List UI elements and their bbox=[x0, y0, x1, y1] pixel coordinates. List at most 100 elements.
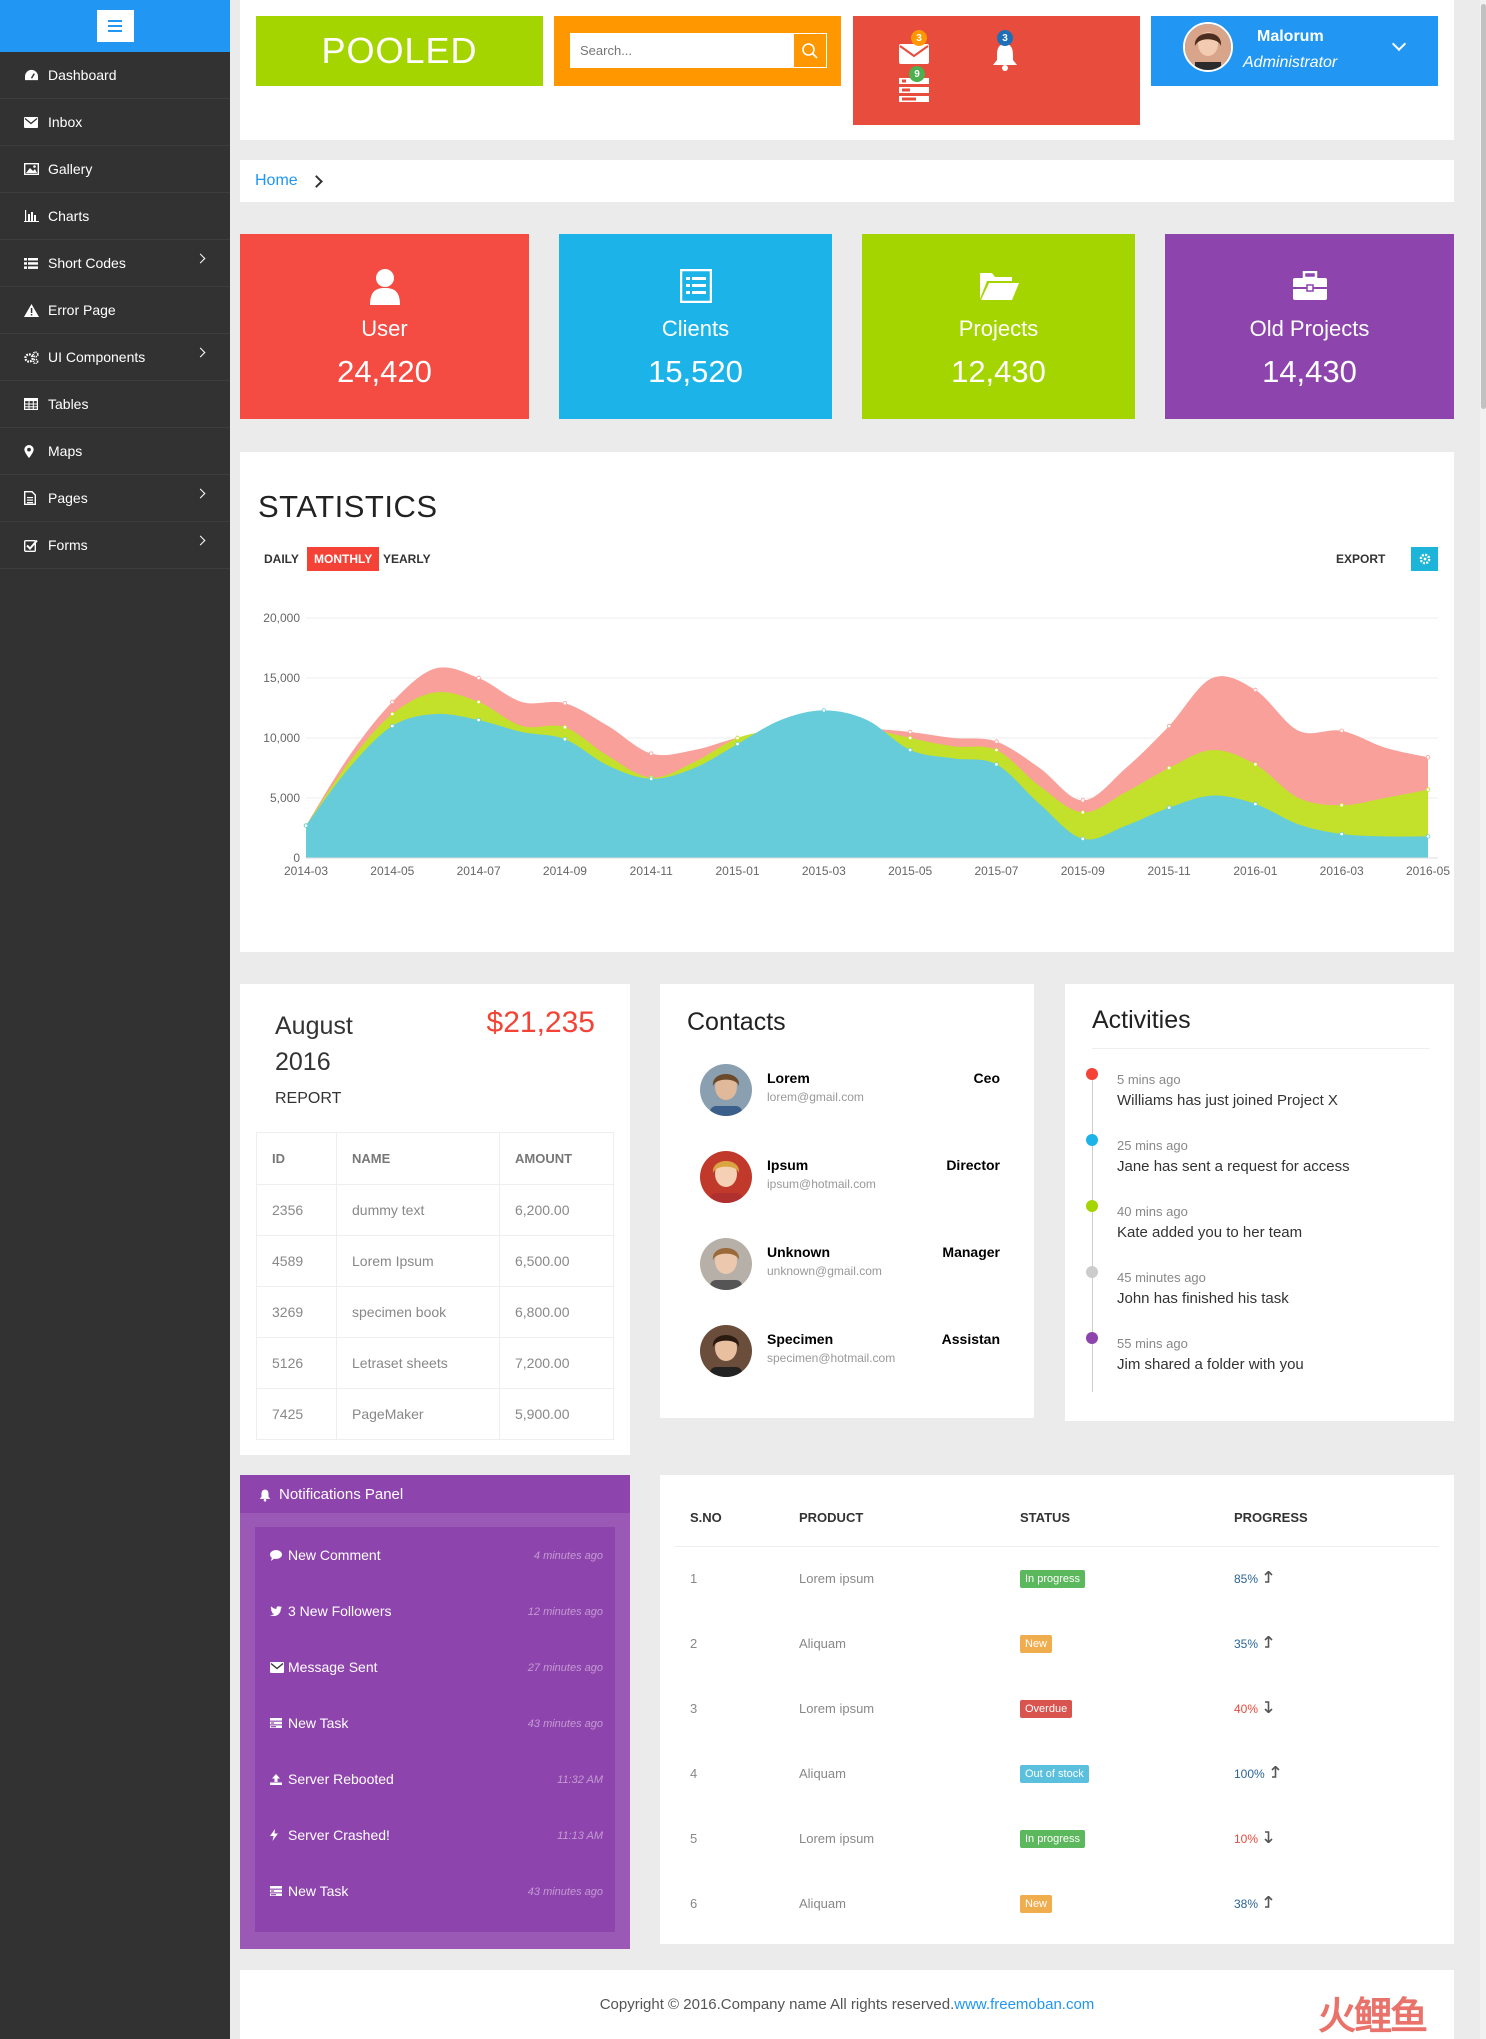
x-tick-label: 2016-01 bbox=[1233, 864, 1277, 878]
table-row: 5126 Letraset sheets 7,200.00 bbox=[256, 1337, 614, 1389]
table-row: 4 Aliquam Out of stock 100% bbox=[675, 1741, 1439, 1806]
progress-value: 35% bbox=[1234, 1637, 1259, 1651]
contact-name: Specimen bbox=[767, 1331, 834, 1347]
tasks-icon bbox=[270, 1718, 288, 1728]
chevron-right-icon bbox=[309, 174, 323, 188]
tab-daily[interactable]: DAILY bbox=[264, 552, 299, 566]
notification-item[interactable]: New Task 43 minutes ago bbox=[255, 1863, 615, 1919]
sidebar-item-label: Inbox bbox=[48, 114, 83, 130]
sno-cell: 2 bbox=[690, 1636, 698, 1651]
data-point bbox=[1339, 802, 1344, 808]
menu-toggle-button[interactable] bbox=[96, 10, 134, 42]
notification-item[interactable]: 3 New Followers 12 minutes ago bbox=[255, 1583, 615, 1639]
sidebar-item-maps[interactable]: Maps bbox=[0, 428, 230, 475]
list-alt-icon bbox=[559, 264, 832, 308]
statistics-area-chart: 0 5,000 10,000 15,000 20,000 2014-03 2014-05 20… bbox=[263, 611, 1450, 878]
sidebar-item-inbox[interactable]: Inbox bbox=[0, 99, 230, 146]
breadcrumb-home-link[interactable]: Home bbox=[255, 172, 298, 189]
data-point bbox=[476, 699, 481, 705]
notification-time: 43 minutes ago bbox=[527, 1718, 603, 1730]
notifications-panel-title: Notifications Panel bbox=[279, 1485, 404, 1503]
sidebar-item-label: Tables bbox=[48, 396, 89, 412]
notification-item[interactable]: New Comment 4 minutes ago bbox=[255, 1527, 615, 1583]
progress-value: 85% bbox=[1234, 1572, 1259, 1587]
y-tick-label: 10,000 bbox=[263, 731, 300, 745]
data-point bbox=[1080, 798, 1085, 803]
tab-yearly[interactable]: YEARLY bbox=[383, 552, 431, 566]
chevron-right-icon bbox=[195, 535, 206, 546]
sidebar-item-label: Charts bbox=[48, 208, 90, 224]
search-input[interactable] bbox=[570, 33, 793, 68]
sidebar: Dashboard Inbox Gallery Charts Short Codes Er… bbox=[0, 0, 230, 2039]
y-tick-label: 5,000 bbox=[270, 791, 300, 805]
data-point bbox=[1166, 765, 1172, 771]
activities-title: Activities bbox=[1092, 1006, 1191, 1034]
sidebar-item-label: Dashboard bbox=[48, 67, 117, 83]
y-tick-label: 20,000 bbox=[263, 611, 300, 625]
search-icon bbox=[802, 42, 818, 59]
table-cell: specimen book bbox=[336, 1286, 500, 1338]
notification-item[interactable]: New Task 43 minutes ago bbox=[255, 1695, 615, 1751]
user-menu[interactable]: Malorum Administrator bbox=[1151, 16, 1438, 86]
search-button[interactable] bbox=[793, 33, 827, 68]
activity-text: Jane has sent a request for access bbox=[1117, 1158, 1350, 1175]
table-cell: 6,500.00 bbox=[499, 1235, 614, 1287]
product-cell: Aliquam bbox=[799, 1636, 846, 1651]
x-tick-label: 2015-05 bbox=[888, 864, 932, 878]
contacts-title: Contacts bbox=[687, 1008, 786, 1036]
progress-cell: 38% bbox=[1234, 1871, 1439, 1936]
status-cell: In progress bbox=[1020, 1546, 1234, 1611]
sno-cell: 5 bbox=[690, 1831, 698, 1846]
table-cell: Letraset sheets bbox=[336, 1337, 500, 1389]
table-cell: 3269 bbox=[256, 1286, 337, 1338]
stat-card-clients[interactable]: Clients 15,520 bbox=[559, 234, 832, 419]
level-down-icon bbox=[1264, 1831, 1273, 1844]
sidebar-item-error-page[interactable]: Error Page bbox=[0, 287, 230, 334]
table-icon bbox=[24, 398, 48, 410]
mail-button[interactable]: 3 bbox=[899, 30, 929, 69]
data-point bbox=[562, 736, 568, 742]
tasks-button[interactable]: 9 bbox=[899, 66, 929, 107]
contact-item[interactable]: Ipsum ipsum@hotmail.com Director bbox=[700, 1151, 1000, 1211]
avatar bbox=[700, 1151, 752, 1203]
notification-time: 27 minutes ago bbox=[527, 1662, 603, 1674]
notification-item[interactable]: Message Sent 27 minutes ago bbox=[255, 1639, 615, 1695]
data-point bbox=[1166, 805, 1172, 810]
data-point bbox=[562, 700, 568, 706]
contacts-panel: Contacts Lorem lorem@gmail.com Ceo Ipsum ips… bbox=[660, 984, 1034, 1418]
sidebar-item-ui-components[interactable]: UI Components bbox=[0, 334, 230, 381]
scrollbar-thumb[interactable] bbox=[1481, 4, 1486, 409]
contact-item[interactable]: Specimen specimen@hotmail.com Assistan bbox=[700, 1325, 1000, 1385]
sidebar-item-tables[interactable]: Tables bbox=[0, 381, 230, 428]
stat-card-user[interactable]: User 24,420 bbox=[240, 234, 529, 419]
activities-panel: Activities 5 mins ago Williams has just j… bbox=[1065, 984, 1454, 1421]
contact-item[interactable]: Lorem lorem@gmail.com Ceo bbox=[700, 1064, 1000, 1124]
data-point bbox=[821, 708, 827, 713]
scrollbar-track[interactable] bbox=[1480, 0, 1486, 2039]
sidebar-item-forms[interactable]: Forms bbox=[0, 522, 230, 569]
table-cell: 5126 bbox=[256, 1337, 337, 1389]
upload-icon bbox=[270, 1773, 288, 1785]
bell-button[interactable]: 3 bbox=[991, 30, 1019, 77]
sidebar-item-short-codes[interactable]: Short Codes bbox=[0, 240, 230, 287]
contact-item[interactable]: Unknown unknown@gmail.com Manager bbox=[700, 1238, 1000, 1298]
settings-button[interactable] bbox=[1411, 547, 1438, 571]
footer-link[interactable]: www.freemoban.com bbox=[954, 1996, 1095, 2013]
sidebar-item-charts[interactable]: Charts bbox=[0, 193, 230, 240]
sidebar-item-pages[interactable]: Pages bbox=[0, 475, 230, 522]
sidebar-item-dashboard[interactable]: Dashboard bbox=[0, 52, 230, 99]
sidebar-item-gallery[interactable]: Gallery bbox=[0, 146, 230, 193]
tab-monthly[interactable]: MONTHLY bbox=[307, 547, 380, 571]
column-header: STATUS bbox=[1020, 1489, 1234, 1547]
stat-card-projects[interactable]: Projects 12,430 bbox=[862, 234, 1135, 419]
stat-label: User bbox=[361, 316, 408, 341]
notification-item[interactable]: Server Crashed! 11:13 AM bbox=[255, 1807, 615, 1863]
level-up-icon bbox=[1271, 1765, 1280, 1778]
stat-card-old-projects[interactable]: Old Projects 14,430 bbox=[1165, 234, 1454, 419]
data-point bbox=[303, 823, 309, 828]
export-button[interactable]: EXPORT bbox=[1336, 552, 1386, 566]
logo[interactable]: POOLED bbox=[256, 16, 543, 86]
tasks-icon bbox=[270, 1886, 288, 1896]
notification-item[interactable]: Server Rebooted 11:32 AM bbox=[255, 1751, 615, 1807]
avatar bbox=[700, 1238, 752, 1290]
